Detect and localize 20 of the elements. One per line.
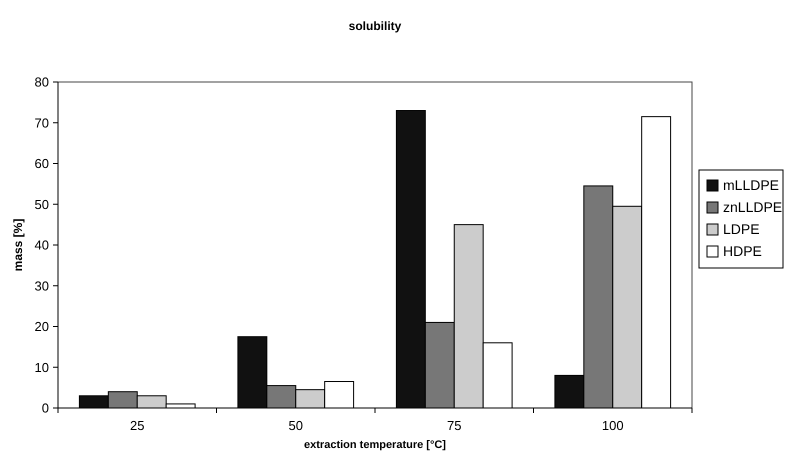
legend-label: HDPE [723,243,762,259]
y-tick-label: 40 [34,238,49,253]
x-axis-title: extraction temperature [°C] [304,439,446,451]
y-tick-label: 30 [34,278,49,294]
y-tick-label: 20 [34,319,49,334]
x-tick-label: 25 [130,418,144,433]
y-tick-label: 0 [42,400,49,416]
legend-label: LDPE [723,221,760,237]
chart-title: solubility [348,19,402,33]
y-axis-title: mass [%] [11,218,25,272]
x-tick-label: 100 [602,418,624,433]
x-tick-label: 75 [447,418,462,433]
legend-label: mLLDPE [723,177,780,193]
y-tick-label: 10 [34,360,49,375]
y-tick-label: 50 [34,196,49,212]
y-tick-label: 70 [34,115,49,130]
y-tick-label: 60 [34,156,49,172]
y-tick-label: 80 [34,74,49,90]
legend-label: znLLDPE [723,199,782,215]
x-tick-label: 50 [288,418,303,433]
